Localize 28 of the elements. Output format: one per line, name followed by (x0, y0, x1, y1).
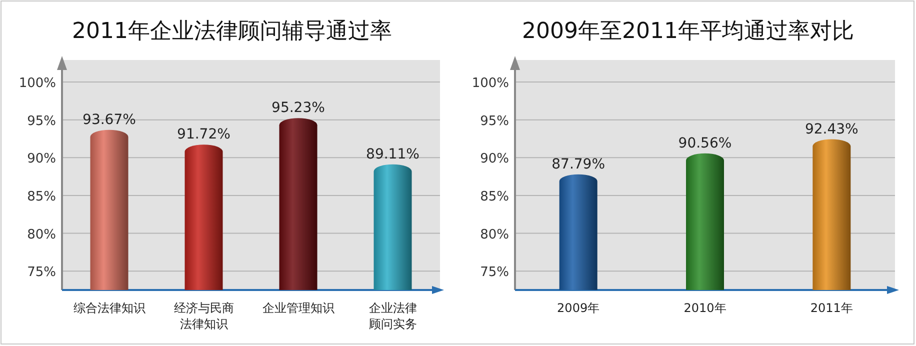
y-tick-label: 90% (27, 152, 56, 167)
x-tick-label: 企业管理知识 (262, 301, 334, 315)
y-tick-label: 95% (27, 114, 56, 129)
data-label: 90.56% (678, 135, 732, 152)
x-tick-label: 2010年 (684, 301, 726, 315)
chart-title: 2011年企业法律顾问辅导通过率 (72, 19, 392, 44)
data-label: 87.79% (552, 156, 606, 172)
chart-title: 2009年至2011年平均通过率对比 (522, 19, 854, 44)
data-label: 95.23% (272, 100, 325, 116)
y-tick-label: 100% (18, 76, 56, 91)
y-tick-label: 85% (27, 189, 56, 204)
y-tick-label: 85% (480, 189, 509, 204)
y-tick-label: 80% (27, 227, 56, 242)
y-tick-label: 95% (480, 114, 509, 129)
y-tick-label: 100% (472, 76, 509, 91)
data-label: 89.11% (366, 146, 420, 162)
data-label: 93.67% (82, 112, 136, 128)
x-tick-label: 综合法律知识 (73, 301, 146, 315)
y-tick-label: 80% (480, 227, 509, 242)
x-tick-label: 2011年 (810, 301, 853, 315)
x-tick-label: 经济与民商法律知识 (174, 301, 234, 331)
x-tick-label: 2009年 (557, 301, 600, 315)
data-label: 92.43% (804, 121, 858, 138)
y-tick-label: 90% (480, 152, 509, 167)
x-tick-label: 企业法律顾问实务 (368, 301, 417, 331)
data-label: 91.72% (177, 126, 230, 143)
y-tick-label: 75% (27, 265, 56, 280)
y-tick-label: 75% (480, 265, 509, 280)
